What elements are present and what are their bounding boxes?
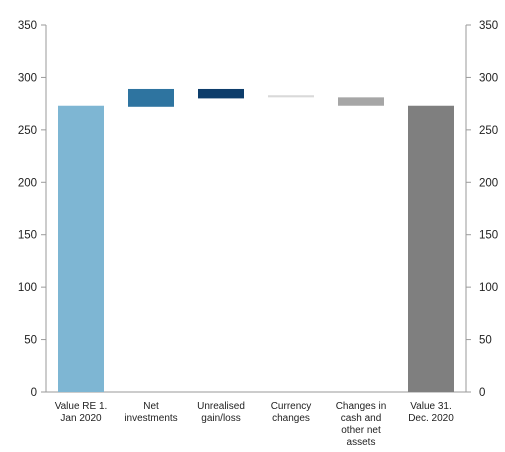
left-tick-label: 300 xyxy=(18,72,37,84)
category-label: Net xyxy=(143,401,159,412)
category-label: Value 31. xyxy=(410,401,452,412)
axis-ticks: 0 0 50 50 100 100 150 150 200 200 250 250 300 300 350 3… xyxy=(18,20,498,399)
left-tick-label: 350 xyxy=(18,20,37,32)
category-label: Value RE 1. xyxy=(55,401,108,412)
right-tick-label: 350 xyxy=(479,20,498,32)
right-tick-label: 50 xyxy=(479,335,492,347)
bars-group xyxy=(58,88,454,393)
bar-3 xyxy=(268,95,314,98)
bar-1 xyxy=(128,88,174,107)
category-label: cash and xyxy=(341,413,382,424)
left-tick-label: 50 xyxy=(24,335,37,347)
right-tick-label: 250 xyxy=(479,125,498,137)
category-label: investments xyxy=(124,413,177,424)
category-label: Changes in xyxy=(336,401,387,412)
category-label: Dec. 2020 xyxy=(408,413,454,424)
category-label: gain/loss xyxy=(201,413,240,424)
right-tick-label: 100 xyxy=(479,282,498,294)
bar-4 xyxy=(338,97,384,106)
category-label: assets xyxy=(347,437,376,447)
category-label: Unrealised xyxy=(197,401,245,412)
left-tick-label: 200 xyxy=(18,177,37,189)
left-tick-label: 150 xyxy=(18,230,37,242)
right-tick-label: 150 xyxy=(479,230,498,242)
bar-5 xyxy=(408,105,454,393)
category-label: Jan 2020 xyxy=(60,413,102,424)
right-tick-label: 0 xyxy=(479,387,485,399)
bar-0 xyxy=(58,105,104,393)
category-label: other net xyxy=(341,425,381,436)
right-tick-label: 200 xyxy=(479,177,498,189)
category-label: changes xyxy=(272,413,310,424)
bar-2 xyxy=(198,88,244,99)
category-label: Currency xyxy=(271,401,312,412)
left-tick-label: 0 xyxy=(31,387,37,399)
left-tick-label: 250 xyxy=(18,125,37,137)
left-tick-label: 100 xyxy=(18,282,37,294)
right-tick-label: 300 xyxy=(479,72,498,84)
